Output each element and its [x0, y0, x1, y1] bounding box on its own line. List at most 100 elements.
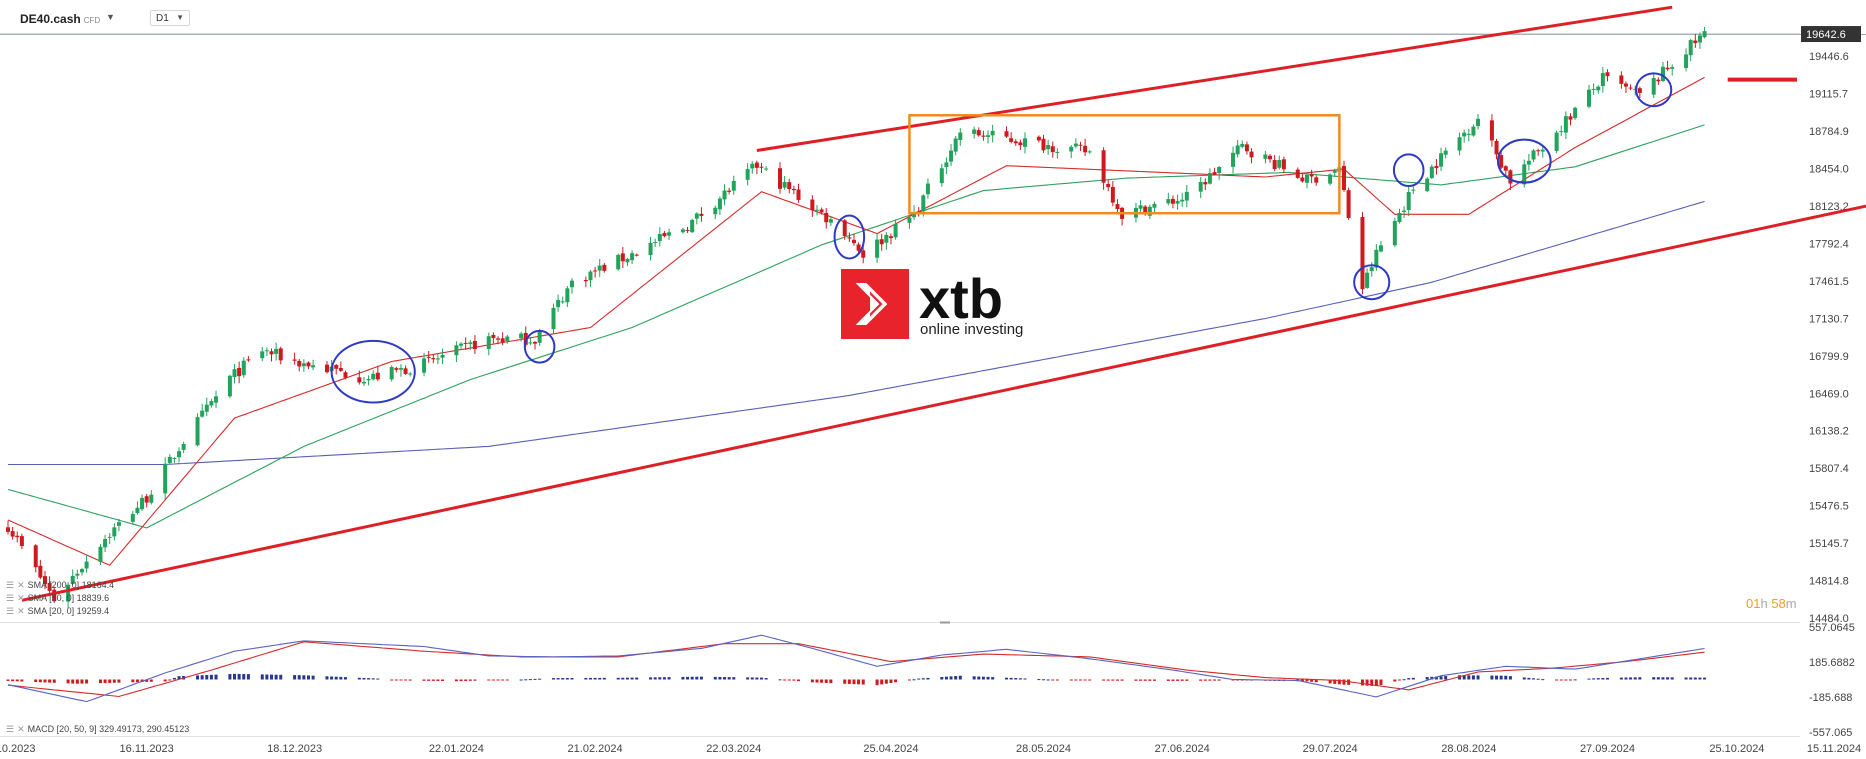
macd-histogram-bar — [38, 679, 42, 683]
legend-macd[interactable]: ☰ ✕ MACD [20, 50, 9] 329.49173, 290.45123 — [6, 724, 189, 735]
macd-histogram-bar — [755, 677, 759, 680]
candle-body — [1656, 79, 1661, 82]
macd-histogram-bar — [1208, 679, 1212, 681]
sma200-line — [8, 200, 1705, 466]
candle-body — [343, 372, 348, 378]
macd-histogram-bar — [1434, 676, 1438, 680]
macd-histogram-bar — [103, 679, 107, 683]
legend-sma50[interactable]: ☰ ✕ SMA [50, 0] 18839.6 — [6, 593, 109, 604]
candle-body — [976, 130, 981, 136]
candle-body — [1147, 206, 1152, 216]
legend-sma50-label: SMA [50, 0] 18839.6 — [27, 593, 110, 603]
macd-histogram-bar — [1670, 677, 1674, 680]
macd-histogram-bar — [1005, 677, 1009, 680]
candle-body — [232, 369, 237, 378]
macd-histogram-bar — [1569, 679, 1573, 681]
candle-body — [907, 217, 912, 223]
legend-sma200[interactable]: ☰ ✕ SMA [200, 0] 18164.4 — [6, 580, 114, 591]
grid — [0, 33, 1866, 737]
settings-icon[interactable]: ☰ — [6, 580, 15, 590]
settings-icon[interactable]: ☰ — [6, 724, 15, 734]
macd-histogram-bar — [787, 679, 791, 681]
candle-body — [1457, 137, 1462, 151]
symbol-selector[interactable]: DE40.cash CFD — [20, 12, 100, 26]
price-tick-label: 14484.0 — [1809, 613, 1849, 625]
candle-body — [1684, 54, 1689, 68]
macd-histogram-bar — [1439, 676, 1443, 680]
macd-histogram-bar — [427, 679, 431, 681]
candle-body — [389, 367, 394, 380]
macd-histogram-bar — [1596, 678, 1600, 680]
candle-body — [214, 396, 219, 403]
candle-body — [787, 182, 792, 190]
candle-body — [172, 458, 177, 460]
candle-body — [422, 358, 427, 373]
macd-histogram-bar — [172, 677, 176, 680]
macd-histogram-bar — [588, 677, 592, 680]
macd-histogram-bar — [1374, 679, 1378, 687]
candle-body — [274, 348, 279, 354]
highlight-circle — [330, 339, 416, 404]
countdown-hours-unit: h — [1760, 596, 1768, 611]
candle-body — [1508, 170, 1513, 184]
candle-body — [1240, 143, 1245, 147]
candle-body — [1023, 138, 1028, 147]
candle-body — [528, 342, 533, 344]
macd-histogram-bar — [1083, 679, 1087, 681]
candle-body — [842, 220, 847, 236]
price-tick-label: 14814.8 — [1809, 576, 1849, 588]
candle-body — [537, 330, 542, 343]
candle-body — [135, 507, 140, 514]
candle-body — [1665, 67, 1670, 70]
candle-body — [435, 358, 440, 360]
macd-histogram-bar — [1328, 679, 1332, 684]
price-tick-label: 17792.4 — [1809, 238, 1849, 250]
candle-body — [357, 377, 362, 383]
candle-body — [875, 239, 880, 258]
macd-histogram-bar — [436, 679, 440, 681]
macd-histogram-bar — [390, 679, 394, 681]
macd-histogram-bar — [843, 679, 847, 684]
close-icon[interactable]: ✕ — [17, 580, 25, 590]
candle-body — [990, 130, 995, 136]
close-icon[interactable]: ✕ — [17, 606, 25, 616]
macd-histogram-bar — [1370, 679, 1374, 686]
candle-body — [1009, 138, 1014, 142]
legend-sma20[interactable]: ☰ ✕ SMA [20, 0] 19259.4 — [6, 606, 109, 617]
close-icon[interactable]: ✕ — [17, 724, 25, 734]
settings-icon[interactable]: ☰ — [6, 593, 15, 603]
macd-histogram-bar — [1365, 679, 1369, 686]
macd-histogram-bar — [723, 677, 727, 680]
macd-histogram-bar — [371, 678, 375, 680]
macd-histogram-bar — [34, 679, 38, 683]
macd-histogram-bar — [1139, 679, 1143, 681]
candle-body — [75, 573, 80, 576]
candle-body — [491, 334, 496, 339]
macd-histogram-bar — [1078, 679, 1082, 681]
candle-body — [1540, 149, 1545, 152]
macd-histogram-bar — [519, 679, 523, 681]
chevron-down-icon[interactable]: ▼ — [106, 12, 115, 22]
candle-body — [1402, 210, 1407, 213]
countdown-minutes: 58 — [1771, 596, 1786, 611]
macd-histogram-bar — [1495, 675, 1499, 680]
macd-histogram-bar — [977, 676, 981, 680]
candle-body — [1106, 183, 1111, 188]
candle-body — [278, 348, 283, 361]
close-icon[interactable]: ✕ — [17, 593, 25, 603]
macd-histogram-bar — [367, 678, 371, 680]
settings-icon[interactable]: ☰ — [6, 606, 15, 616]
macd-histogram-bar — [884, 679, 888, 684]
macd-histogram-bar — [1106, 679, 1110, 681]
candle-body — [1050, 146, 1055, 153]
candle-body — [1568, 116, 1573, 120]
candle-body — [717, 198, 722, 210]
candle-body — [981, 135, 986, 137]
sma20-series — [7, 76, 1705, 566]
timeframe-select[interactable]: D1 ▼ — [150, 10, 190, 26]
macd-histogram-bar — [1310, 679, 1314, 682]
macd-histogram-bar — [131, 679, 135, 683]
macd-histogram-bar — [1698, 677, 1702, 680]
macd-histogram-bar — [200, 675, 204, 680]
